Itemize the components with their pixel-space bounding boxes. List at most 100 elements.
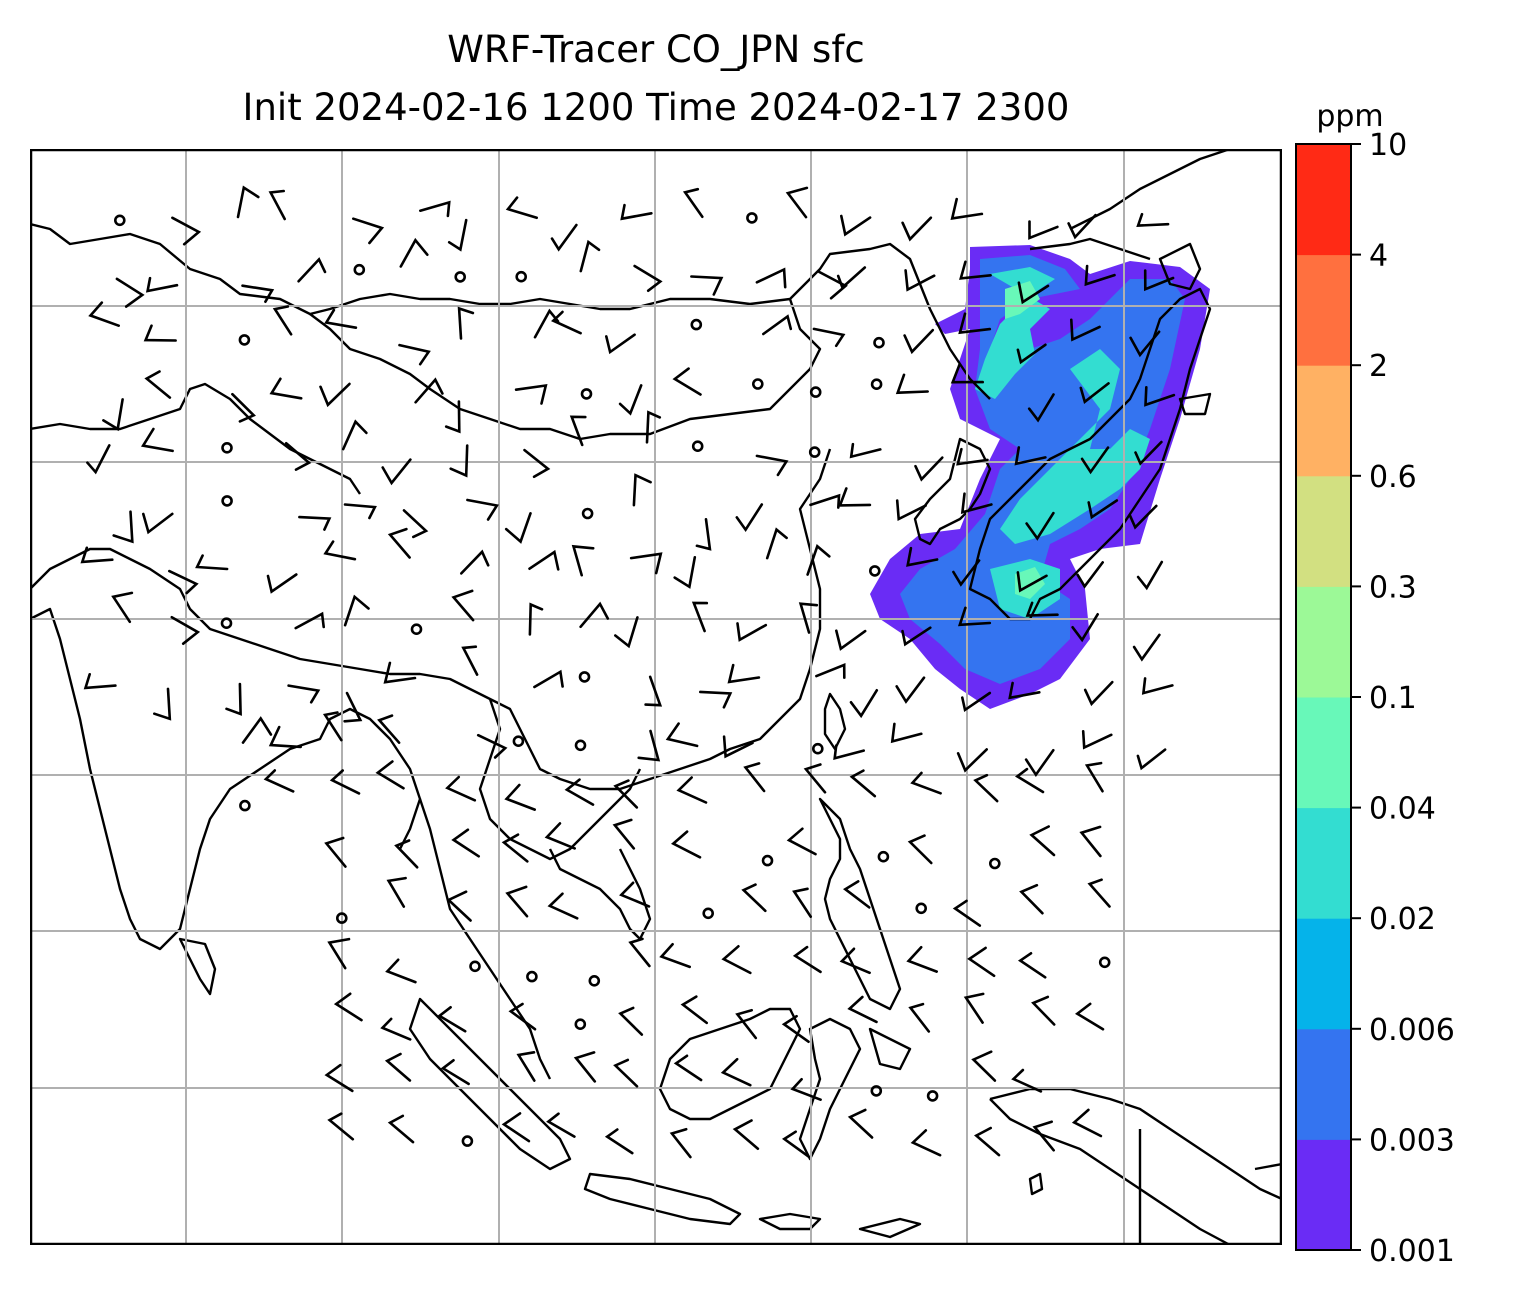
wind-barb bbox=[528, 549, 560, 571]
wind-barb bbox=[963, 992, 985, 1024]
wind-barb bbox=[505, 196, 538, 220]
wind-barb bbox=[551, 310, 582, 335]
wind-barb bbox=[571, 544, 595, 577]
wind-barb bbox=[1087, 878, 1111, 908]
wind-barb bbox=[735, 503, 764, 533]
wind-barb bbox=[143, 324, 177, 342]
wind-barb bbox=[381, 458, 412, 486]
colorbar-tick-label: 0.001 bbox=[1369, 1234, 1455, 1269]
wind-barb bbox=[1143, 269, 1175, 292]
wind-barb bbox=[449, 444, 469, 478]
wind-barb bbox=[914, 456, 944, 482]
calm-wind-marker bbox=[238, 334, 251, 346]
colorbar-tick-label: 0.6 bbox=[1369, 460, 1417, 495]
calm-wind-marker bbox=[1098, 956, 1111, 969]
wind-barb bbox=[298, 515, 332, 531]
map-frame bbox=[30, 149, 1282, 1245]
plume-mid bbox=[900, 255, 1185, 684]
wind-barb bbox=[1014, 767, 1045, 794]
wind-barb bbox=[629, 552, 663, 575]
wind-barb bbox=[241, 716, 273, 744]
wind-barb bbox=[153, 687, 172, 721]
wind-barb bbox=[111, 591, 134, 624]
wind-barb bbox=[168, 569, 199, 595]
wind-barb bbox=[324, 836, 347, 868]
wind-barb bbox=[236, 185, 260, 219]
wind-barb bbox=[398, 343, 431, 366]
wind-barb bbox=[241, 284, 275, 303]
colorbar-swatch bbox=[1296, 144, 1351, 256]
wind-barb bbox=[1014, 446, 1047, 466]
wind-barb bbox=[533, 669, 564, 689]
colorbar-swatch bbox=[1296, 918, 1351, 1030]
wind-barb bbox=[86, 444, 111, 475]
wind-barb bbox=[812, 327, 846, 348]
calm-wind-marker bbox=[574, 739, 587, 752]
wind-barb bbox=[564, 778, 595, 806]
colorbar-swatch bbox=[1296, 475, 1351, 587]
wind-barb bbox=[341, 419, 368, 451]
wind-barb bbox=[628, 937, 651, 968]
calm-wind-marker bbox=[469, 960, 481, 973]
wind-barb bbox=[1083, 680, 1114, 707]
wind-barb bbox=[1128, 504, 1158, 530]
coastlines bbox=[30, 149, 1282, 1245]
colorbar-swatch bbox=[1296, 254, 1351, 366]
wind-barb bbox=[171, 216, 202, 246]
wind-barb bbox=[682, 187, 704, 219]
wind-barb bbox=[659, 942, 691, 969]
wind-barb bbox=[1136, 560, 1164, 591]
wind-barb bbox=[895, 676, 926, 704]
wind-barb bbox=[1080, 446, 1110, 475]
wind-barb bbox=[618, 384, 643, 416]
wind-barb bbox=[907, 834, 933, 865]
wind-barb bbox=[327, 1112, 355, 1141]
calm-wind-marker bbox=[751, 378, 764, 390]
colorbar-tick-label: 0.003 bbox=[1369, 1123, 1455, 1158]
wind-barb bbox=[849, 689, 879, 719]
colorbar-swatch bbox=[1296, 1139, 1351, 1251]
colorbar-swatch bbox=[1296, 586, 1351, 698]
wind-barb bbox=[1084, 264, 1116, 287]
wind-barb bbox=[343, 594, 370, 627]
wind-barb bbox=[1067, 213, 1097, 240]
wind-barb bbox=[387, 1114, 415, 1144]
wind-barb bbox=[1144, 386, 1176, 407]
calm-wind-marker bbox=[221, 441, 233, 454]
wind-barb bbox=[644, 675, 663, 707]
wind-barb bbox=[457, 306, 475, 340]
wind-barb bbox=[383, 661, 417, 684]
calm-wind-marker bbox=[811, 742, 824, 755]
wind-barb bbox=[528, 602, 544, 636]
wind-barb bbox=[691, 601, 709, 633]
wind-barb bbox=[1025, 601, 1059, 617]
wind-barb bbox=[722, 735, 754, 759]
colorbar: ppm 0.001 0.003 0.006 0.02 0.04 0.1 0.3 0.6 2 4 10 bbox=[1295, 99, 1455, 1269]
wind-barb bbox=[437, 1006, 467, 1033]
wind-barb bbox=[144, 370, 172, 399]
wind-barb bbox=[380, 1017, 412, 1041]
calm-wind-marker bbox=[873, 336, 885, 349]
wind-barb bbox=[790, 1077, 822, 1101]
wind-barb bbox=[460, 549, 490, 575]
calm-wind-marker bbox=[512, 735, 525, 748]
wind-barb bbox=[836, 266, 867, 290]
wind-barb bbox=[324, 308, 358, 329]
wind-barb bbox=[974, 1126, 1001, 1157]
colorbar-tick-label: 0.02 bbox=[1369, 902, 1436, 937]
wind-barb bbox=[904, 269, 936, 292]
wind-barb bbox=[440, 1059, 470, 1086]
wind-barb bbox=[762, 314, 793, 336]
colorbar-unit: ppm bbox=[1316, 99, 1383, 134]
wind-barb bbox=[476, 733, 508, 759]
wind-barb bbox=[901, 216, 933, 242]
calm-wind-marker bbox=[580, 388, 593, 400]
wind-barb bbox=[815, 662, 846, 679]
wind-barb bbox=[957, 606, 992, 627]
wind-barb bbox=[88, 301, 120, 327]
wind-barb bbox=[446, 890, 472, 922]
wind-barb bbox=[375, 760, 405, 790]
wind-barb bbox=[736, 622, 768, 642]
wind-barb bbox=[613, 1058, 639, 1088]
colorbar-swatches bbox=[1296, 144, 1351, 1251]
